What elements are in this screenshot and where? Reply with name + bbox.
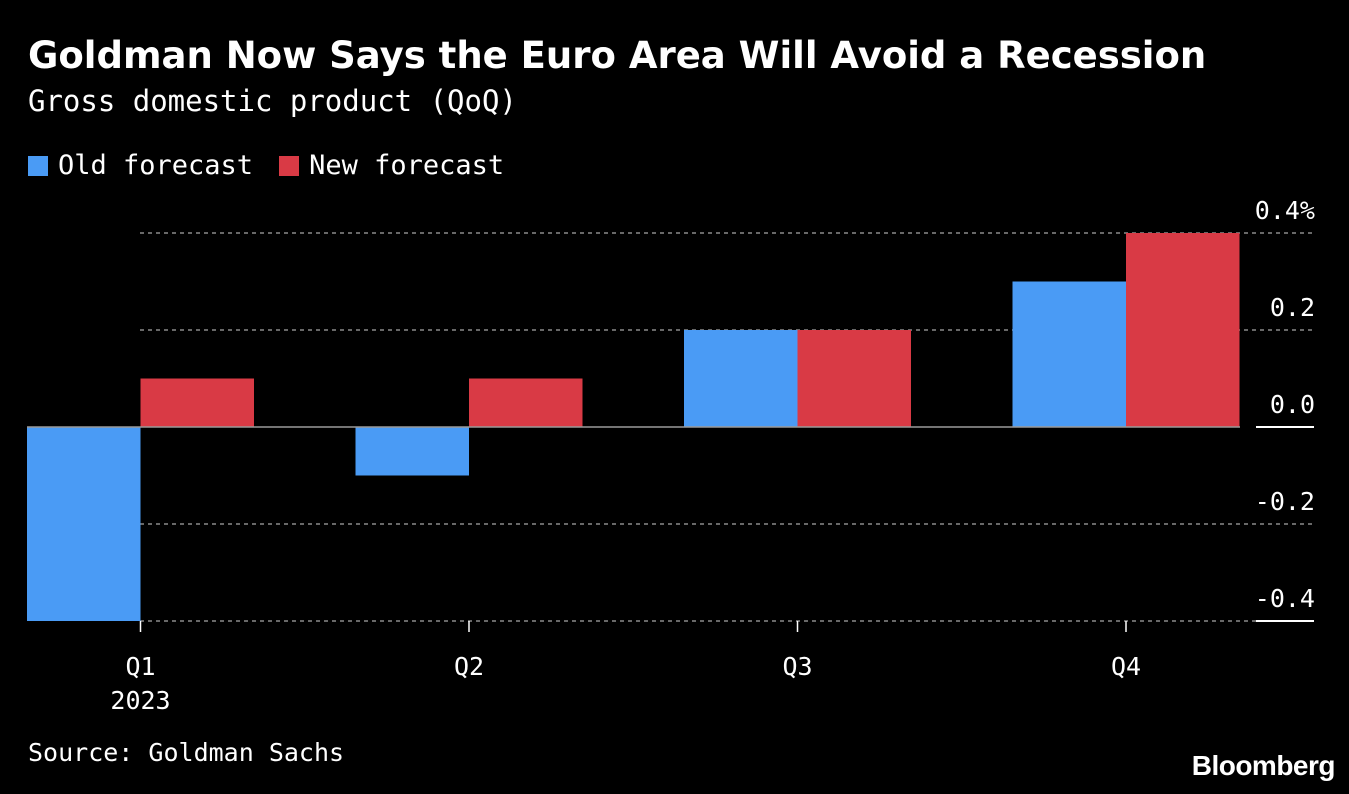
bar-new-forecast-q4	[1126, 233, 1240, 427]
bar-new-forecast-q1	[140, 378, 254, 427]
legend-item-old-forecast: Old forecast	[28, 150, 253, 181]
legend: Old forecast New forecast	[28, 150, 530, 181]
bar-new-forecast-q2	[469, 378, 583, 427]
y-tick-label-2: 0.0	[1270, 390, 1315, 419]
chart-subtitle: Gross domestic product (QoQ)	[28, 84, 517, 118]
legend-label-old-forecast: Old forecast	[58, 150, 254, 181]
y-tick-label-0: 0.4%	[1255, 196, 1315, 225]
x-tick-label-q4: Q4	[1111, 652, 1141, 681]
legend-label-new-forecast: New forecast	[309, 150, 505, 181]
x-tick-label-q3: Q3	[782, 652, 812, 681]
legend-item-new-forecast: New forecast	[279, 150, 504, 181]
bar-old-forecast-q2	[355, 427, 469, 476]
bar-new-forecast-q3	[797, 330, 911, 427]
legend-swatch-new-forecast	[279, 155, 300, 176]
source-note: Source: Goldman Sachs	[28, 738, 345, 767]
bar-old-forecast-q3	[684, 330, 798, 427]
bar-old-forecast-q4	[1012, 281, 1126, 427]
x-tick-label-q2: Q2	[454, 652, 484, 681]
x-tick-label-q1: Q1	[125, 652, 155, 681]
x-tick-sublabel-q1: 2023	[110, 686, 170, 715]
y-tick-label-3: -0.2	[1255, 487, 1315, 516]
y-tick-label-1: 0.2	[1270, 293, 1315, 322]
bar-old-forecast-q1	[27, 427, 141, 621]
bloomberg-logo: Bloomberg	[1191, 750, 1336, 781]
chart-title: Goldman Now Says the Euro Area Will Avoi…	[28, 34, 1207, 77]
legend-swatch-old-forecast	[28, 155, 48, 176]
y-tick-label-4: -0.4	[1255, 584, 1315, 613]
